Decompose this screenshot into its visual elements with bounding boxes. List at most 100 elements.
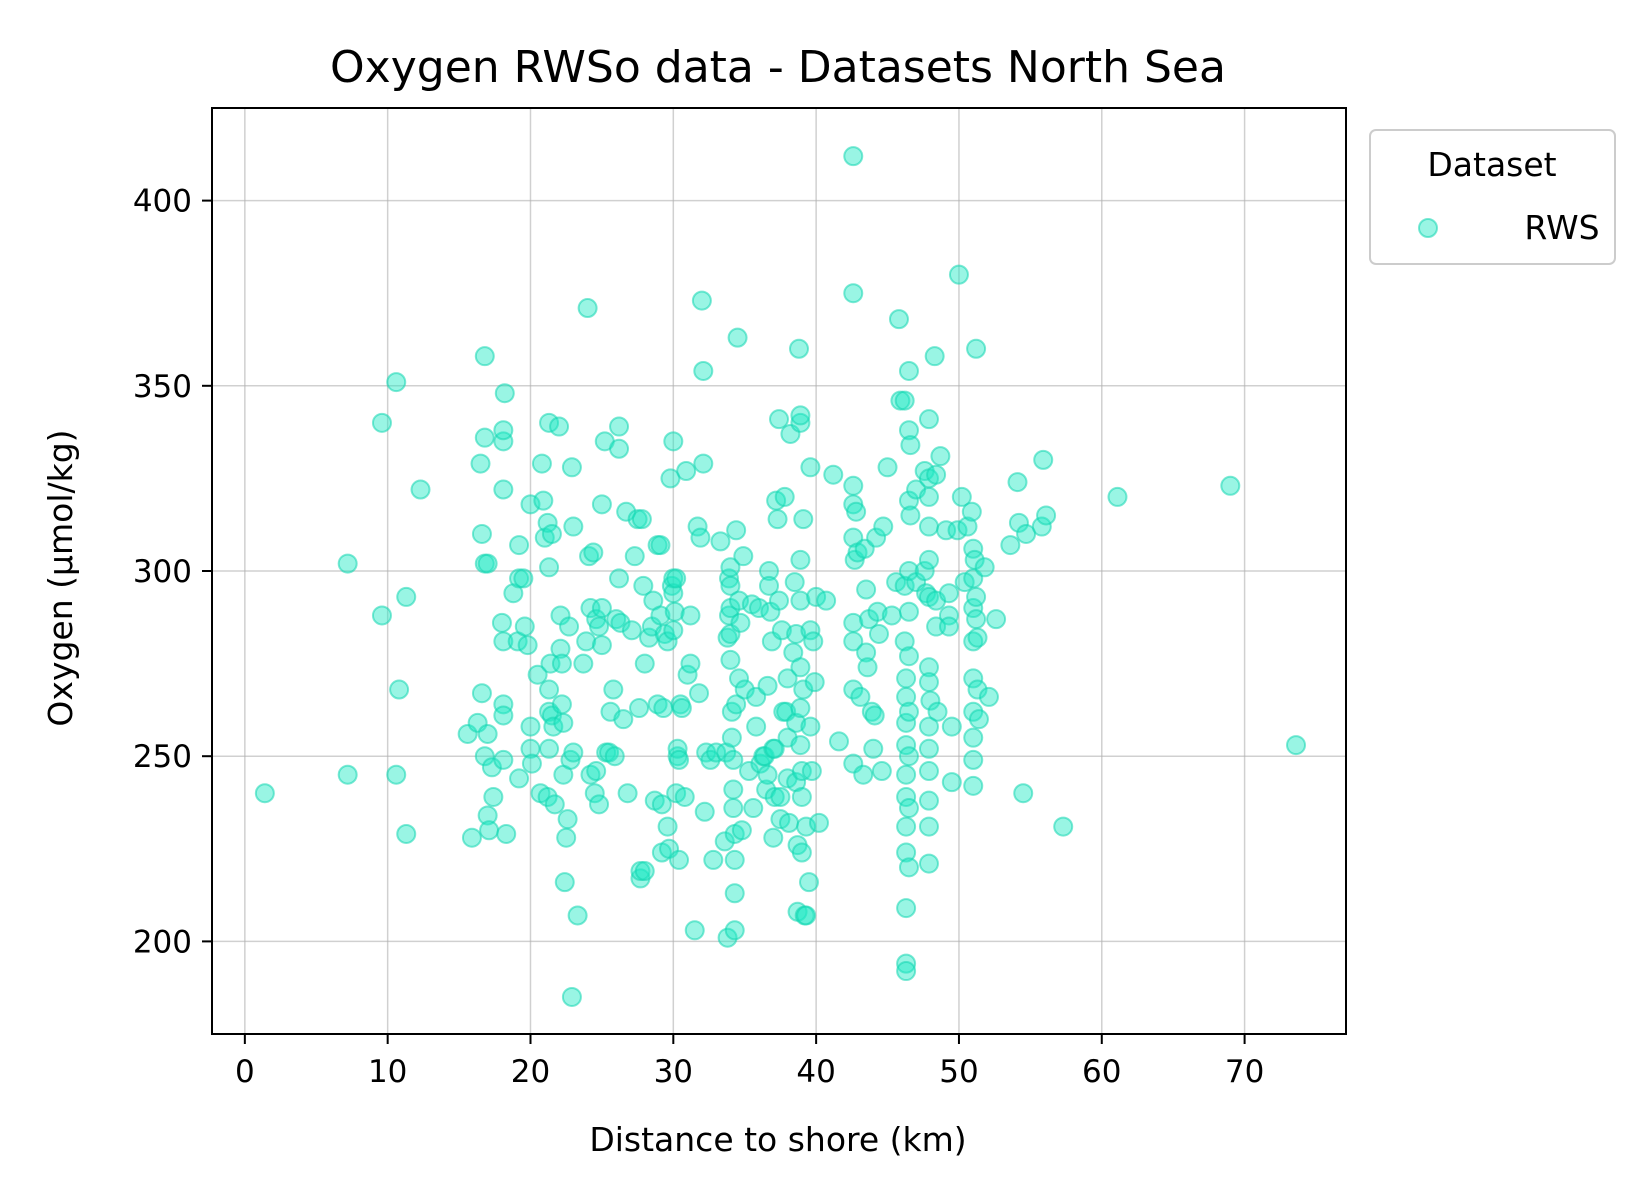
data-point (793, 509, 814, 530)
data-point (871, 761, 892, 782)
data-point (509, 535, 530, 556)
data-point (914, 561, 935, 581)
data-point (717, 927, 738, 948)
data-point (770, 786, 791, 807)
data-point (966, 586, 987, 607)
data-point (1033, 449, 1054, 470)
data-point (800, 457, 821, 478)
data-point (537, 512, 558, 533)
data-point (710, 531, 731, 552)
data-point (963, 749, 984, 770)
data-point (727, 327, 748, 348)
x-tick-label: 60 (1082, 1054, 1121, 1090)
x-tick-label: 20 (511, 1054, 550, 1090)
x-tick-label: 70 (1225, 1054, 1264, 1090)
data-point (898, 561, 919, 581)
data-point (746, 716, 767, 737)
legend-entry-rws: RWS (1524, 208, 1599, 247)
data-point (477, 723, 498, 744)
data-point (613, 709, 634, 730)
data-point (918, 657, 939, 678)
data-point (721, 727, 742, 748)
data-point (633, 575, 654, 596)
data-point (557, 809, 578, 830)
data-point (938, 605, 959, 626)
data-point (964, 549, 985, 570)
data-point (477, 805, 498, 826)
data-point (657, 631, 678, 652)
data-point (539, 557, 560, 578)
data-point (896, 842, 917, 863)
data-point (769, 590, 789, 611)
data-point (1031, 516, 1052, 537)
data-point (898, 601, 919, 622)
data-point (1286, 735, 1307, 756)
data-point (671, 698, 692, 719)
data-point (778, 812, 799, 833)
data-point (621, 620, 642, 641)
data-point (920, 690, 941, 711)
data-point (603, 679, 624, 700)
legend-title: Dataset (1427, 145, 1556, 184)
data-point (396, 823, 417, 844)
data-point (963, 775, 984, 796)
data-point (790, 698, 811, 719)
data-point (684, 920, 705, 941)
data-point (714, 831, 735, 852)
data-point (371, 605, 392, 626)
data-point (694, 801, 715, 822)
data-point (663, 620, 684, 641)
data-point (948, 264, 969, 285)
data-point (586, 761, 607, 782)
data-point (386, 372, 407, 393)
data-point (513, 568, 534, 589)
data-point (757, 764, 778, 785)
data-point (853, 764, 874, 785)
data-point (493, 749, 514, 770)
y-axis-label: Oxygen (µmol/kg) (41, 429, 80, 726)
data-point (757, 675, 778, 696)
y-tick-label: 200 (133, 924, 192, 960)
data-point (539, 679, 560, 700)
data-point (843, 679, 864, 700)
data-point (900, 505, 921, 526)
data-point (1053, 816, 1074, 837)
data-point (843, 146, 864, 167)
x-tick-label: 30 (654, 1054, 693, 1090)
data-point (589, 616, 610, 637)
data-point (791, 842, 812, 863)
data-point (966, 338, 987, 359)
data-point (749, 598, 770, 619)
data-point (610, 612, 631, 633)
data-point (896, 686, 917, 707)
data-point (918, 738, 939, 759)
data-points (254, 146, 1307, 1007)
legend-marker-rws (1418, 218, 1438, 238)
data-point (800, 716, 821, 737)
y-tick-label: 350 (133, 369, 192, 405)
data-point (918, 409, 939, 430)
data-point (669, 849, 690, 870)
x-tick-label: 10 (368, 1054, 407, 1090)
data-point (651, 794, 672, 815)
data-point (470, 453, 491, 474)
data-point (723, 779, 744, 800)
data-point (898, 798, 919, 819)
data-point (793, 679, 814, 700)
data-point (556, 827, 577, 848)
data-point (918, 816, 939, 837)
data-point (726, 520, 747, 541)
data-point (1008, 512, 1029, 533)
data-point (866, 527, 887, 548)
data-point (624, 546, 645, 567)
data-point (386, 764, 407, 785)
data-point (553, 712, 574, 733)
data-point (963, 727, 984, 748)
data-point (1036, 505, 1057, 526)
data-point (563, 516, 584, 537)
data-point (918, 761, 939, 782)
data-point (924, 346, 945, 367)
data-point (896, 668, 917, 689)
data-point (729, 668, 750, 689)
data-point (918, 790, 939, 811)
